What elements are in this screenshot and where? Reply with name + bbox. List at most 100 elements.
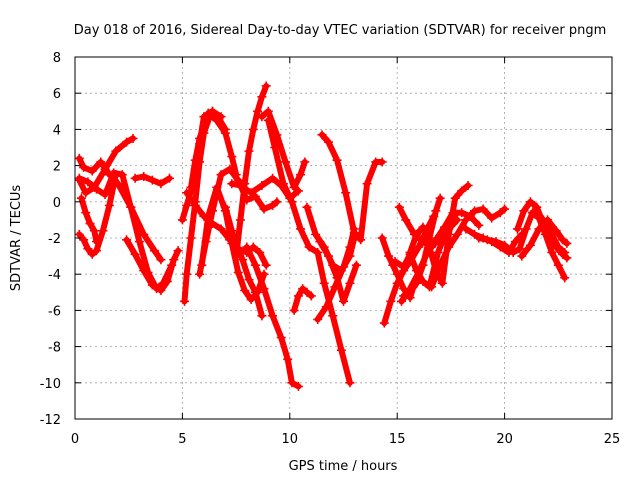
data-point <box>534 224 544 234</box>
data-point <box>560 273 570 283</box>
data-point <box>553 242 563 252</box>
data-point <box>263 115 273 125</box>
data-point <box>379 318 389 328</box>
data-point <box>345 278 355 288</box>
y-tick-label: -2 <box>48 232 61 247</box>
data-point <box>242 242 252 252</box>
data-point <box>515 244 525 254</box>
data-point <box>311 229 321 239</box>
data-point <box>562 253 572 263</box>
data-point <box>98 226 108 236</box>
x-axis-title: GPS time / hours <box>289 459 398 474</box>
data-point <box>156 255 166 265</box>
series-line <box>316 238 360 305</box>
data-point <box>235 215 245 225</box>
data-point <box>203 211 213 221</box>
data-point <box>525 240 535 250</box>
data-point <box>401 215 411 225</box>
data-point <box>444 224 454 234</box>
data-point <box>83 177 93 187</box>
data-point <box>538 215 548 225</box>
data-point <box>332 155 342 165</box>
series-track-18 <box>257 106 310 192</box>
data-point <box>111 146 121 156</box>
series-track-10 <box>186 106 230 192</box>
data-point <box>126 202 136 212</box>
data-point <box>293 291 303 301</box>
data-point <box>240 285 250 295</box>
y-tick-label: -8 <box>48 341 61 356</box>
data-point <box>147 175 157 185</box>
data-point <box>91 246 101 256</box>
data-point <box>259 204 269 214</box>
data-point <box>435 260 445 270</box>
data-point <box>212 182 222 192</box>
data-point <box>220 202 230 212</box>
data-point <box>392 278 402 288</box>
data-point <box>244 275 254 285</box>
data-point <box>437 278 447 288</box>
y-axis-title: SDTVAR / TECUs <box>9 185 24 292</box>
data-point <box>272 197 282 207</box>
data-point <box>87 166 97 176</box>
y-tick-label: -10 <box>40 377 61 392</box>
data-point <box>216 224 226 234</box>
data-point <box>461 224 471 234</box>
data-point <box>214 114 224 124</box>
data-point <box>547 247 557 257</box>
data-point <box>190 155 200 165</box>
data-point <box>390 257 400 267</box>
data-point <box>130 173 140 183</box>
data-point <box>289 305 299 315</box>
data-point <box>216 170 226 180</box>
series-line <box>407 182 472 287</box>
data-point <box>91 237 101 247</box>
data-point <box>263 106 273 116</box>
x-tick-label: 25 <box>604 432 621 447</box>
data-point <box>207 106 217 116</box>
data-point <box>431 206 441 216</box>
data-point <box>562 238 572 248</box>
data-point <box>452 215 462 225</box>
y-tick-label: 0 <box>53 196 61 211</box>
data-point <box>444 242 454 252</box>
data-point <box>386 296 396 306</box>
data-point <box>149 246 159 256</box>
data-point <box>315 237 325 247</box>
y-tick-label: -4 <box>48 268 61 283</box>
data-point <box>147 280 157 290</box>
data-point <box>377 233 387 243</box>
data-point <box>474 220 484 230</box>
data-point <box>233 267 243 277</box>
data-point <box>139 229 149 239</box>
data-point <box>182 188 192 198</box>
series-line <box>319 131 386 243</box>
data-point <box>412 278 422 288</box>
data-point <box>190 200 200 210</box>
data-point <box>162 276 172 286</box>
data-point <box>293 381 303 391</box>
data-point <box>257 92 267 102</box>
data-point <box>394 202 404 212</box>
data-point <box>268 311 278 321</box>
data-point <box>384 251 394 261</box>
data-point <box>261 81 271 91</box>
data-point <box>427 242 437 252</box>
data-point <box>362 179 372 189</box>
data-point <box>220 124 230 134</box>
y-tick-label: 2 <box>53 160 61 175</box>
data-point <box>89 226 99 236</box>
data-point <box>418 260 428 270</box>
data-point <box>246 295 256 305</box>
data-point <box>186 182 196 192</box>
data-point <box>491 237 501 247</box>
data-point <box>399 262 409 272</box>
data-point <box>482 235 492 245</box>
data-point <box>197 260 207 270</box>
series-track-7 <box>130 171 175 189</box>
data-point <box>231 251 241 261</box>
data-point <box>177 215 187 225</box>
data-point <box>81 188 91 198</box>
data-point <box>281 157 291 167</box>
data-point <box>409 229 419 239</box>
